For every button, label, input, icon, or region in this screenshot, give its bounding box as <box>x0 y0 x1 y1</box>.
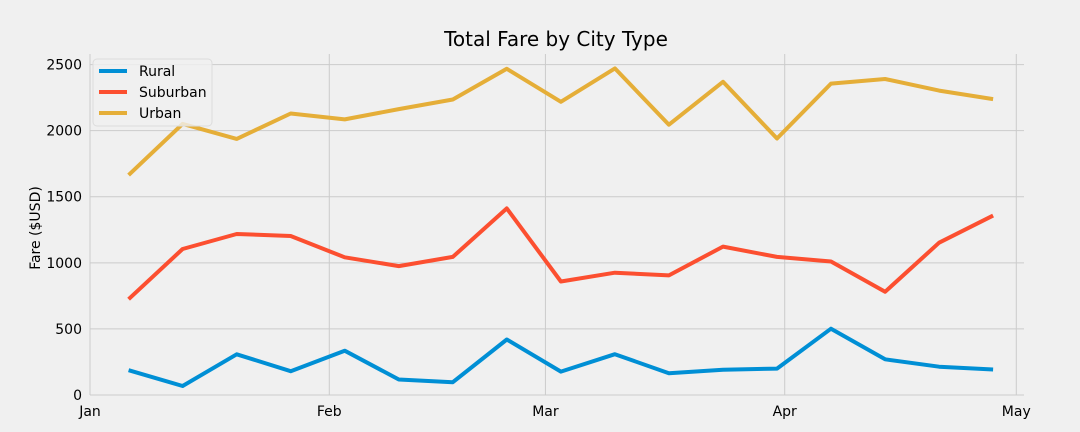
y-tick-label: 1000 <box>46 256 82 272</box>
series-lines <box>127 66 994 388</box>
axis-ticks: 0 500 1000 1500 2000 2500 Jan Feb Mar Apr May <box>46 58 1030 420</box>
legend-label: Urban <box>139 106 181 122</box>
series-line-rural <box>128 326 994 388</box>
y-tick-label: 2000 <box>46 124 82 140</box>
legend-box <box>92 58 213 127</box>
series-line-urban <box>127 66 994 177</box>
y-axis-label: Fare ($USD) <box>28 186 44 270</box>
x-tick-label: Feb <box>317 404 342 420</box>
chart-title: Total Fare by City Type <box>443 27 668 51</box>
y-tick-label: 2500 <box>46 58 82 74</box>
x-tick-label: Mar <box>532 404 559 420</box>
grid <box>89 54 1024 396</box>
series-line-suburban <box>127 206 994 301</box>
legend: Rural Suburban Urban <box>92 58 213 127</box>
x-tick-label: Jan <box>78 404 101 420</box>
y-tick-label: 0 <box>73 388 82 404</box>
x-tick-label: May <box>1002 404 1031 420</box>
legend-label: Suburban <box>139 85 207 101</box>
y-tick-label: 500 <box>55 322 82 338</box>
x-tick-label: Apr <box>773 404 797 420</box>
legend-label: Rural <box>139 64 175 80</box>
y-tick-label: 1500 <box>46 190 82 206</box>
